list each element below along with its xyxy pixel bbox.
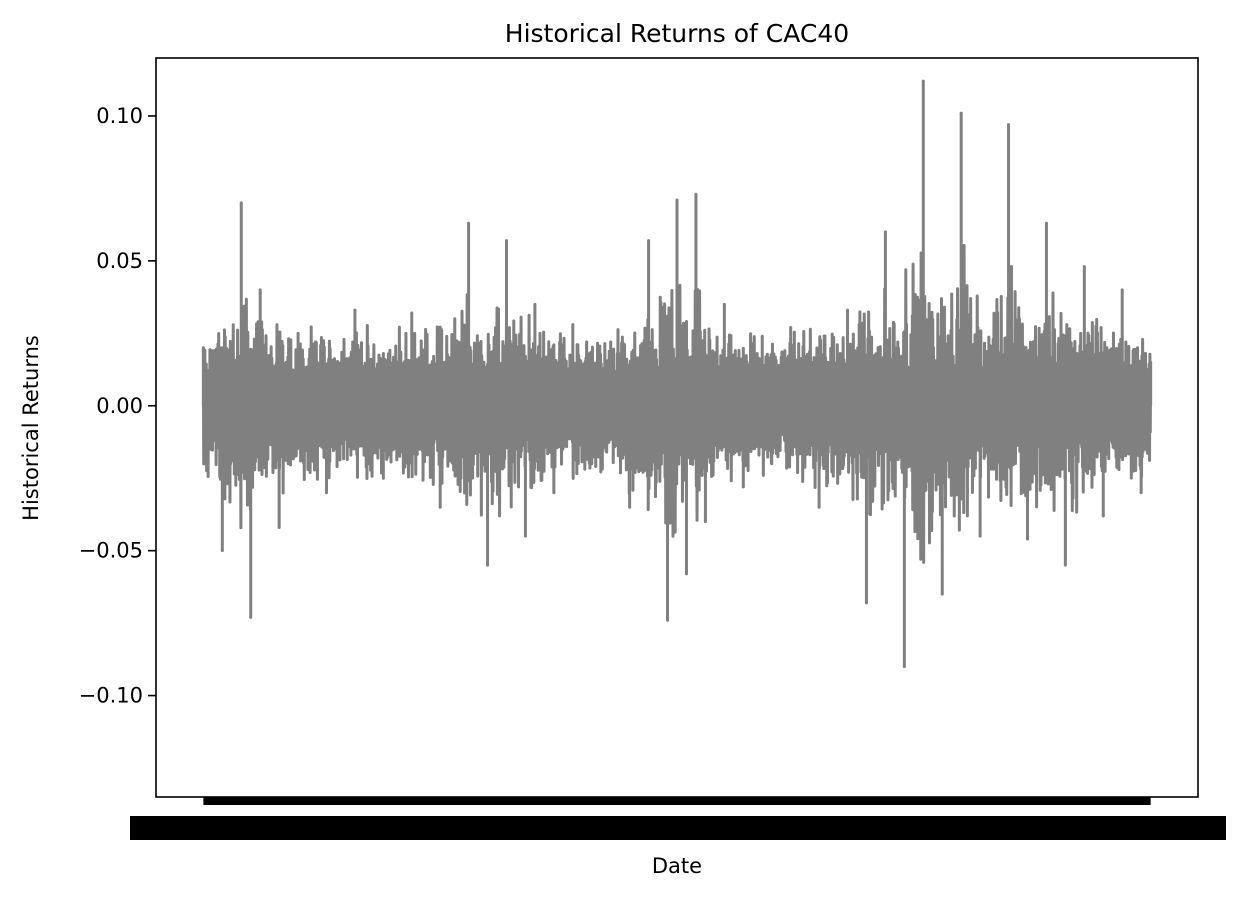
- data-point: [438, 505, 442, 509]
- data-point: [1063, 563, 1067, 567]
- data-point: [684, 572, 688, 576]
- data-point: [864, 601, 868, 605]
- data-point: [504, 239, 508, 243]
- data-point: [1082, 265, 1086, 269]
- data-point: [296, 331, 300, 335]
- data-point: [523, 534, 527, 538]
- y-tick-label: 0.10: [96, 104, 143, 128]
- data-point: [249, 615, 253, 619]
- data-point: [325, 491, 329, 495]
- plot-frame: [155, 57, 1199, 798]
- y-tick-label: 0.00: [96, 394, 143, 418]
- x-tick-labels-band: [130, 816, 1226, 840]
- data-point: [817, 505, 821, 509]
- data-point: [1007, 123, 1011, 127]
- data-point: [628, 505, 632, 509]
- data-point: [647, 239, 651, 243]
- data-point: [609, 340, 613, 344]
- y-tick-label: −0.05: [79, 539, 143, 563]
- x-axis: [130, 797, 1226, 840]
- data-point: [1101, 514, 1105, 518]
- data-point: [940, 592, 944, 596]
- data-point: [1120, 288, 1124, 292]
- data-point: [921, 79, 925, 83]
- y-axis: 0.10 0.05 0.00 −0.05 −0.10: [79, 104, 156, 708]
- data-point: [533, 302, 537, 306]
- data-point: [770, 462, 774, 466]
- data-point: [381, 476, 385, 480]
- data-point: [789, 326, 793, 330]
- data-point: [741, 485, 745, 489]
- data-point: [675, 198, 679, 202]
- data-point: [486, 563, 490, 567]
- data-point: [571, 323, 575, 327]
- data-point: [978, 534, 982, 538]
- data-point: [1044, 221, 1048, 225]
- data-point: [760, 334, 764, 338]
- chart-title: Historical Returns of CAC40: [505, 19, 849, 48]
- data-point: [552, 491, 556, 495]
- x-tick-marks-band: [203, 797, 1151, 805]
- data-point: [353, 308, 357, 312]
- plot-area: [201, 79, 1153, 669]
- y-tick-label: 0.05: [96, 249, 143, 273]
- y-tick-label: −0.10: [79, 684, 143, 708]
- data-point: [467, 221, 471, 225]
- data-point: [220, 549, 224, 553]
- data-point: [258, 288, 262, 292]
- x-axis-label: Date: [652, 854, 702, 878]
- y-axis-label: Historical Returns: [19, 335, 43, 521]
- data-point: [959, 111, 963, 115]
- data-point: [846, 308, 850, 312]
- data-point: [883, 230, 887, 234]
- data-point: [1149, 360, 1153, 364]
- data-point: [239, 201, 243, 205]
- data-point: [201, 346, 205, 350]
- data-point: [722, 302, 726, 306]
- data-point: [1025, 537, 1029, 541]
- data-point: [1139, 491, 1143, 495]
- data-point: [703, 520, 707, 524]
- data-point: [666, 618, 670, 622]
- data-point: [410, 311, 414, 315]
- series-line-returns: [201, 81, 1153, 667]
- data-point: [277, 525, 281, 529]
- data-point: [590, 462, 594, 466]
- data-point: [902, 665, 906, 669]
- data-point: [694, 192, 698, 196]
